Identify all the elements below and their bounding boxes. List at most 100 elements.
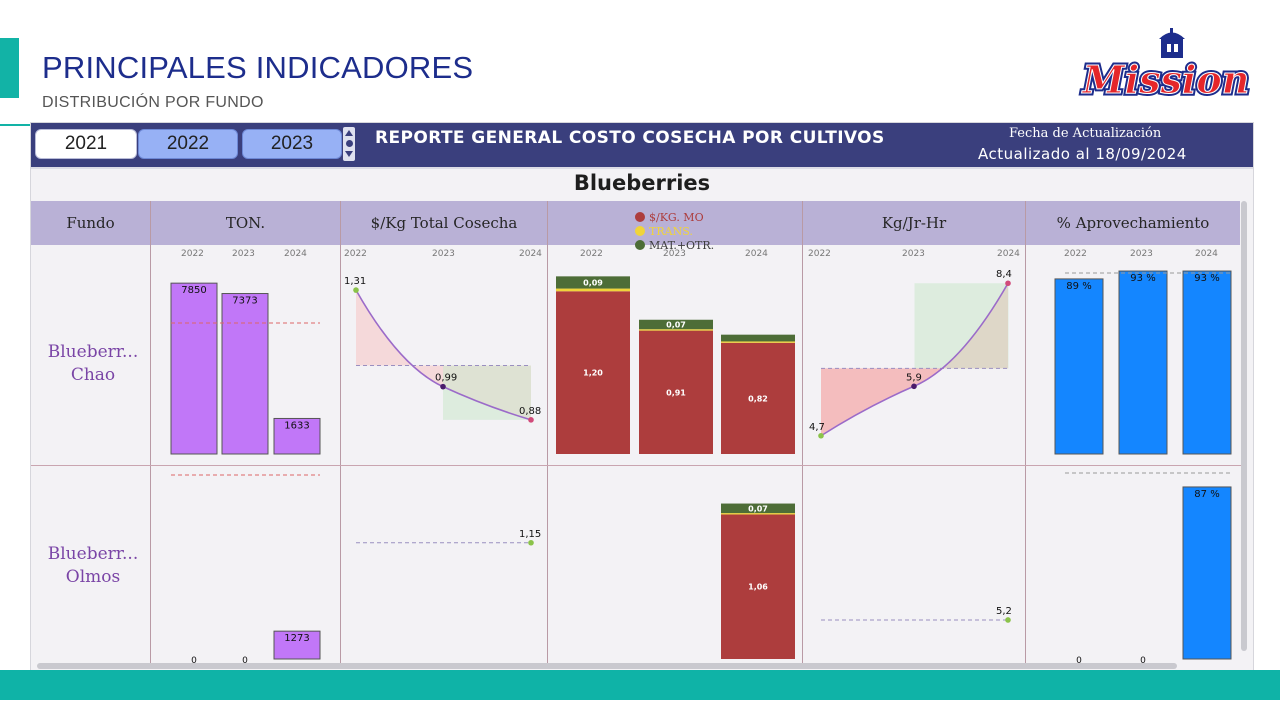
accent-line [0,124,34,126]
chart-legend: $/KG. MO TRANS. MAT.+OTR. [635,211,714,253]
scroll-down-icon[interactable] [345,151,353,157]
year-label: 2022 [1064,249,1087,259]
row-divider [31,465,1243,466]
topbar-divider [31,167,1253,169]
cost-bar-segment [639,329,713,331]
fundo-location: Olmos [65,567,121,587]
cost-bar-label: 1,20 [583,369,603,378]
line-point [528,539,534,546]
cost-bar-label: 0,82 [748,394,768,403]
aprov-bar-label: 89 % [1066,281,1091,292]
year-label: 2023 [663,249,686,259]
line-point-label: 1,31 [344,276,366,287]
year-label: 2024 [1195,249,1218,259]
aprov-bar [1182,486,1232,660]
line-point [1005,617,1011,623]
ton-bar [273,417,321,455]
legend-item-trans: TRANS. [635,225,714,239]
fundo-location: Chao [70,365,116,385]
scroll-up-icon[interactable] [345,130,353,136]
church-icon [1159,28,1185,58]
cost-bar-segment [721,503,795,514]
line-point [818,432,824,439]
charts-canvas: 7850 7373 1633 0 0 1273 1,31 0,99 0,88 1,15 4,7 5,9… [170,269,1232,666]
year-label: 2024 [284,249,307,259]
logo-text: Mission [1081,57,1250,102]
year-scroller[interactable] [343,127,355,161]
report-topbar: 2021 2022 2023 REPORTE GENERAL COSTO COS… [31,123,1253,167]
scroll-dot-icon [345,140,353,147]
report-title: REPORTE GENERAL COSTO COSECHA POR CULTIV… [375,128,885,148]
legend-label: MAT.+OTR. [649,239,715,252]
ton-bar-label: 7850 [181,285,206,296]
year-button-2022[interactable]: 2022 [138,129,238,159]
year-label: 2024 [519,249,542,259]
ton-bar-label: 0 [191,656,197,666]
cost-bar-segment [556,288,630,292]
legend-label: $/KG. MO [649,211,704,224]
line-point-label: 5,9 [906,372,922,383]
cost-bar-segment [721,514,795,659]
year-button-2021[interactable]: 2021 [35,129,137,159]
line-point-label: 4,7 [809,422,825,433]
cost-bar-segment [721,334,795,342]
year-label: 2023 [1130,249,1153,259]
year-label: 2023 [432,249,455,259]
line-point-label: 0,99 [435,373,457,384]
crop-title: Blueberries [573,171,711,195]
fundo-label-chao[interactable]: Blueberr... Chao [37,341,149,387]
cost-bar-segment [639,330,713,454]
year-label: 2023 [232,249,255,259]
ton-bar-label: 1273 [284,633,309,644]
column-header-fundo: Fundo [31,201,150,245]
vertical-scrollbar[interactable] [1241,201,1247,651]
year-button-2023[interactable]: 2023 [242,129,342,159]
fundo-name: Blueberr... [47,342,139,362]
column-divider [802,201,803,665]
legend-dot-icon [635,240,645,250]
aprov-bar-label: 0 [1076,656,1082,666]
cost-bar-label: 0,07 [748,504,768,513]
fundo-label-olmos[interactable]: Blueberr... Olmos [37,543,149,589]
column-divider [1025,201,1026,665]
line-point [528,417,534,423]
year-label: 2022 [808,249,831,259]
aprov-bar [1118,270,1168,455]
ton-bar-label: 0 [242,656,248,666]
column-header-cost: $/Kg Total Cosecha [341,201,547,245]
line-area-fill-positive [914,283,1009,369]
column-header-breakdown [548,201,802,245]
ton-bar-label: 1633 [284,420,309,431]
line-point [911,383,917,390]
horizontal-scrollbar[interactable] [37,663,1177,669]
column-header-ton: TON. [151,201,340,245]
aprov-bar-label: 0 [1140,656,1146,666]
line-point-label: 8,4 [996,269,1012,280]
legend-item-mo: $/KG. MO [635,211,714,225]
footer-band [0,670,1280,700]
column-divider [340,201,341,665]
year-label: 2022 [580,249,603,259]
cost-bar-segment [721,513,795,515]
aprov-bar [1054,278,1104,455]
cost-bar-label: 0,07 [666,320,686,329]
year-label: 2022 [181,249,204,259]
cost-bar-segment [639,319,713,330]
legend-dot-icon [635,226,645,236]
legend-label: TRANS. [649,225,693,238]
year-label: 2023 [902,249,925,259]
update-date: Actualizado al 18/09/2024 [978,145,1187,163]
year-label: 2024 [745,249,768,259]
logo-text-outline: Mission [1081,57,1250,102]
aprov-bar-label: 93 % [1194,273,1219,284]
cost-bar-segment [556,291,630,454]
aprov-bar-label: 87 % [1194,489,1219,500]
column-divider [150,201,151,665]
line-point [440,383,446,390]
legend-dot-icon [635,212,645,222]
mission-logo: Mission Mission [1078,28,1252,105]
legend-item-mat: MAT.+OTR. [635,239,714,253]
year-label: 2024 [997,249,1020,259]
cost-bar-segment [721,342,795,454]
column-divider [547,201,548,665]
